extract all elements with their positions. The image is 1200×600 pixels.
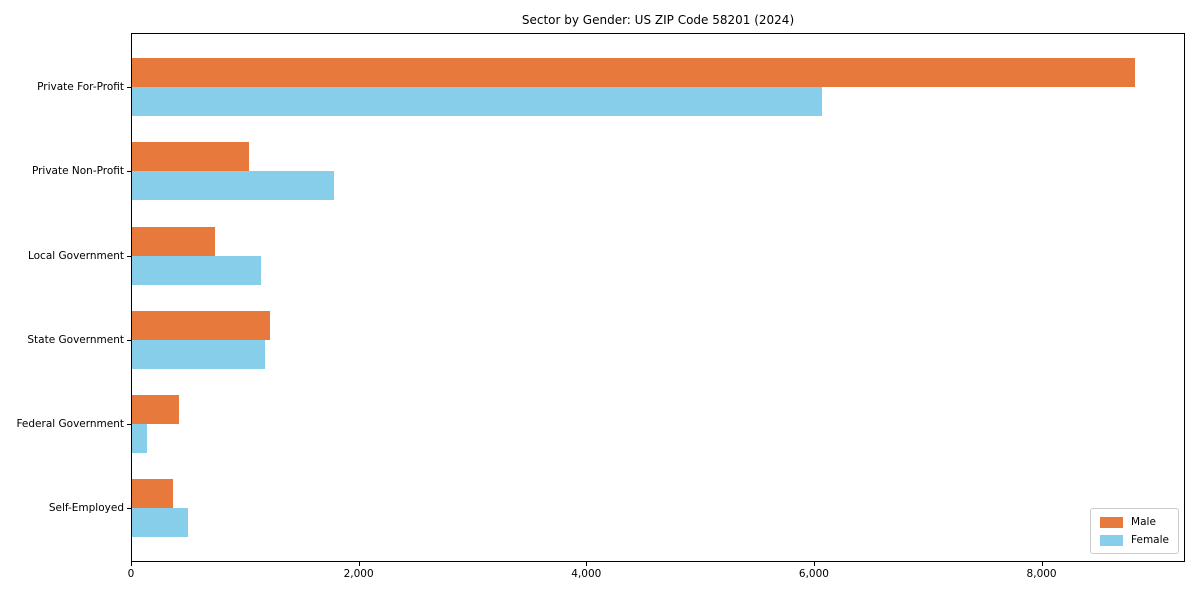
bar-male-private-for-profit bbox=[132, 58, 1135, 88]
y-tick-label-private-non-profit: Private Non-Profit bbox=[31, 165, 124, 178]
x-tick-mark bbox=[358, 562, 360, 566]
legend-label-male: Male bbox=[1131, 516, 1156, 528]
bar-female-local-government bbox=[132, 255, 261, 285]
legend: Male Female bbox=[1090, 508, 1179, 554]
bar-female-private-for-profit bbox=[132, 87, 822, 117]
y-tick-label-private-for-profit: Private For-Profit bbox=[37, 81, 124, 94]
x-tick-label-8000: 8,000 bbox=[1026, 568, 1057, 580]
y-tick-mark bbox=[127, 255, 131, 257]
x-tick-label-0: 0 bbox=[127, 568, 135, 580]
y-tick-mark bbox=[127, 87, 131, 89]
legend-label-female: Female bbox=[1131, 534, 1169, 546]
y-tick-label-self-employed: Self-Employed bbox=[48, 502, 124, 514]
chart-title: Sector by Gender: US ZIP Code 58201 (202… bbox=[521, 13, 795, 27]
legend-swatch-female bbox=[1100, 534, 1124, 546]
bar-male-self-employed bbox=[132, 479, 174, 508]
x-tick-mark bbox=[1041, 562, 1043, 566]
y-tick-mark bbox=[127, 339, 131, 341]
y-tick-label-state-government: State Government bbox=[27, 333, 124, 346]
bar-female-self-employed bbox=[132, 508, 188, 537]
bar-male-local-government bbox=[132, 226, 216, 256]
bar-male-private-non-profit bbox=[132, 142, 250, 172]
bar-female-private-non-profit bbox=[132, 171, 334, 201]
x-tick-label-2000: 2,000 bbox=[343, 568, 374, 580]
bar-male-state-government bbox=[132, 310, 270, 340]
bar-female-federal-government bbox=[132, 423, 147, 453]
y-tick-label-local-government: Local Government bbox=[27, 249, 124, 262]
x-tick-label-6000: 6,000 bbox=[798, 568, 829, 580]
x-tick-mark bbox=[586, 562, 588, 566]
y-tick-label-federal-government: Federal Government bbox=[16, 417, 124, 430]
y-tick-mark bbox=[127, 171, 131, 173]
plot-area bbox=[131, 33, 1185, 562]
legend-swatch-male bbox=[1100, 516, 1124, 528]
y-tick-mark bbox=[127, 423, 131, 425]
x-tick-label-4000: 4,000 bbox=[571, 568, 602, 580]
y-tick-mark bbox=[127, 508, 131, 509]
bar-male-federal-government bbox=[132, 394, 179, 424]
legend-entry-male: Male bbox=[1100, 516, 1169, 528]
x-tick-mark bbox=[131, 562, 132, 566]
bar-female-state-government bbox=[132, 339, 266, 369]
legend-entry-female: Female bbox=[1100, 534, 1169, 546]
x-tick-mark bbox=[813, 562, 815, 566]
